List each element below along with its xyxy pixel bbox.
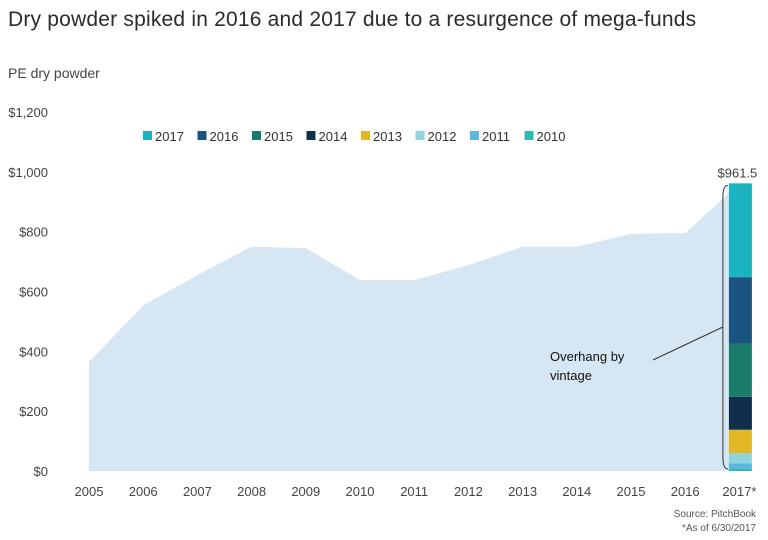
bar-segment-2017	[728, 183, 752, 278]
y-tick-label: $0	[34, 464, 48, 479]
bar-segment-2014	[728, 396, 752, 430]
x-tick-label: 2007	[183, 484, 212, 499]
x-tick-label: 2009	[291, 484, 320, 499]
legend-label-2012: 2012	[428, 129, 457, 144]
bar-segment-2010	[728, 468, 752, 471]
x-tick-label: 2016	[671, 484, 700, 499]
legend-swatch-2012	[415, 131, 425, 140]
x-tick-label: 2014	[562, 484, 591, 499]
legend-label-2016: 2016	[210, 129, 239, 144]
x-tick-label: 2017*	[722, 484, 756, 499]
legend-label-2013: 2013	[373, 129, 402, 144]
bar-segment-2015	[728, 343, 752, 397]
chart-subtitle: PE dry powder	[8, 65, 100, 81]
legend-swatch-2015	[252, 131, 261, 140]
y-tick-label: $1,000	[8, 165, 48, 180]
legend-swatch-2013	[361, 131, 370, 140]
footnote-text: *As of 6/30/2017	[682, 523, 756, 534]
y-tick-label: $1,200	[8, 105, 48, 120]
legend-label-2017: 2017	[155, 129, 184, 144]
x-tick-label: 2010	[346, 484, 375, 499]
legend-swatch-2011	[470, 131, 479, 140]
chart-source: Source: PitchBook *As of 6/30/2017	[674, 508, 756, 536]
legend-swatch-2016	[197, 131, 207, 140]
y-tick-label: $400	[19, 344, 48, 359]
x-tick-label: 2005	[75, 484, 104, 499]
legend-swatch-2017	[143, 131, 152, 140]
source-text: Source: PitchBook	[673, 509, 756, 520]
annotation-text: Overhang by	[550, 349, 625, 364]
x-tick-label: 2011	[400, 484, 428, 499]
dry-powder-area	[89, 183, 740, 471]
bar-segment-2013	[728, 429, 752, 454]
legend-swatch-2014	[306, 131, 316, 140]
x-tick-label: 2013	[508, 484, 537, 499]
bar-segment-2016	[728, 277, 752, 344]
legend-label-2015: 2015	[264, 129, 293, 144]
y-tick-label: $800	[19, 225, 48, 240]
bar-total-label: $961.5	[718, 165, 758, 180]
bar-segment-2011	[728, 463, 752, 469]
legend-swatch-2010	[524, 131, 534, 140]
x-tick-label: 2012	[454, 484, 483, 499]
x-tick-label: 2015	[617, 484, 646, 499]
annotation-text: vintage	[550, 368, 592, 383]
x-tick-label: 2008	[237, 484, 266, 499]
legend-label-2014: 2014	[319, 129, 348, 144]
chart-title: Dry powder spiked in 2016 and 2017 due t…	[8, 8, 697, 31]
annotation-leader-line	[652, 326, 724, 361]
y-tick-label: $600	[19, 285, 48, 300]
legend-label-2010: 2010	[537, 129, 566, 144]
y-tick-label: $200	[19, 404, 48, 419]
x-tick-label: 2006	[129, 484, 158, 499]
bar-segment-2012	[728, 453, 752, 464]
legend-label-2011: 2011	[482, 129, 510, 144]
